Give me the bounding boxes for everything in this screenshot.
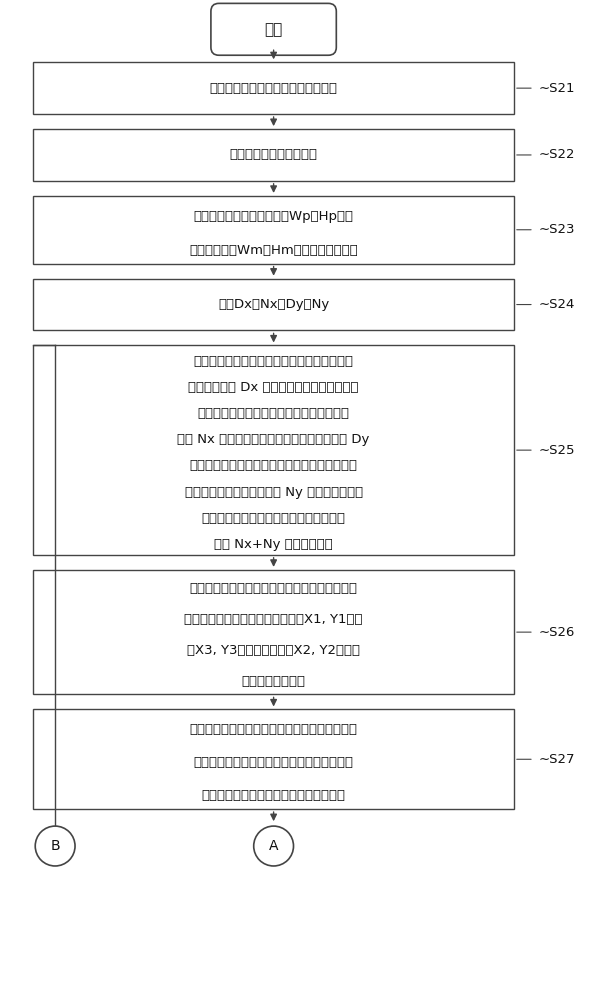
Bar: [33, 62, 514, 114]
Circle shape: [35, 826, 75, 866]
Text: （共 Nx+Ny 个）该标记。: （共 Nx+Ny 个）该标记。: [214, 538, 333, 551]
Text: 标记的位置坐标。: 标记的位置坐标。: [241, 675, 305, 688]
Text: 的移动量来计算出该图像上的位置补偿量与其: 的移动量来计算出该图像上的位置补偿量与其: [193, 756, 353, 769]
Text: ∼S21: ∼S21: [539, 82, 575, 95]
Bar: [33, 570, 514, 694]
Text: 对应的该移动模块的移动量间的转换关系: 对应的该移动模块的移动量间的转换关系: [202, 789, 346, 802]
Text: 距离，并于每次移动后使该碰触单元按压该触摸: 距离，并于每次移动后使该碰触单元按压该触摸: [190, 459, 358, 472]
Text: 按压 Nx 次，在宽度方向上将该移动模块移动 Dy: 按压 Nx 次，在宽度方向上将该移动模块移动 Dy: [177, 433, 370, 446]
Circle shape: [254, 826, 294, 866]
Text: A: A: [269, 839, 278, 853]
Text: 使移动模块回到机械原点: 使移动模块回到机械原点: [229, 148, 318, 161]
Text: 利用该图像辨识单元辨识该图像上的该图像上的: 利用该图像辨识单元辨识该图像上的该图像上的: [190, 582, 358, 595]
Text: （X3, Y3）与一转角处（X2, Y2）的该: （X3, Y3）与一转角处（X2, Y2）的该: [187, 644, 360, 657]
Text: 开始: 开始: [264, 22, 283, 37]
Text: 于该承载平台上设置一触摸显示面板: 于该承载平台上设置一触摸显示面板: [209, 82, 337, 95]
Bar: [33, 129, 514, 181]
Text: B: B: [50, 839, 60, 853]
Text: 碰触单元按压该触摸显示面板一次，而一共: 碰触单元按压该触摸显示面板一次，而一共: [197, 407, 350, 420]
Bar: [33, 196, 514, 264]
Text: 移动模块移动 Dx 距离，并于每次移动后使该: 移动模块移动 Dx 距离，并于每次移动后使该: [189, 381, 359, 394]
Text: 显示面板一次，而一共按压 Ny 次，以使该触摸: 显示面板一次，而一共按压 Ny 次，以使该触摸: [184, 486, 363, 499]
Text: 从该标记数量、位置坐标与其对应的该移动模块: 从该标记数量、位置坐标与其对应的该移动模块: [190, 723, 358, 736]
FancyBboxPatch shape: [211, 3, 336, 55]
Text: 载入触摸显示面板的尺寸（Wp与Hp）、: 载入触摸显示面板的尺寸（Wp与Hp）、: [193, 210, 353, 223]
Text: ∼S25: ∼S25: [539, 444, 575, 457]
Bar: [33, 345, 514, 555]
Text: ∼S22: ∼S22: [539, 148, 575, 161]
Text: ∼S24: ∼S24: [539, 298, 575, 311]
Text: ∼S27: ∼S27: [539, 753, 575, 766]
Text: ∼S23: ∼S23: [539, 223, 575, 236]
Text: 决定Dx、Nx、Dy、Ny: 决定Dx、Nx、Dy、Ny: [218, 298, 329, 311]
Bar: [33, 279, 514, 330]
Text: 该等标记所排列的图案的二端点（X1, Y1）、: 该等标记所排列的图案的二端点（X1, Y1）、: [184, 613, 363, 626]
Text: 利用该移动模块控制单元，在长度方向上将该: 利用该移动模块控制单元，在长度方向上将该: [193, 355, 353, 368]
Text: 标记的尺寸（Wm与Hm）及机台相关信息: 标记的尺寸（Wm与Hm）及机台相关信息: [189, 244, 358, 257]
Text: ∼S26: ∼S26: [539, 626, 575, 639]
Bar: [33, 709, 514, 809]
Text: 显示面板显示包含至少一转角排列的多个: 显示面板显示包含至少一转角排列的多个: [202, 512, 346, 525]
